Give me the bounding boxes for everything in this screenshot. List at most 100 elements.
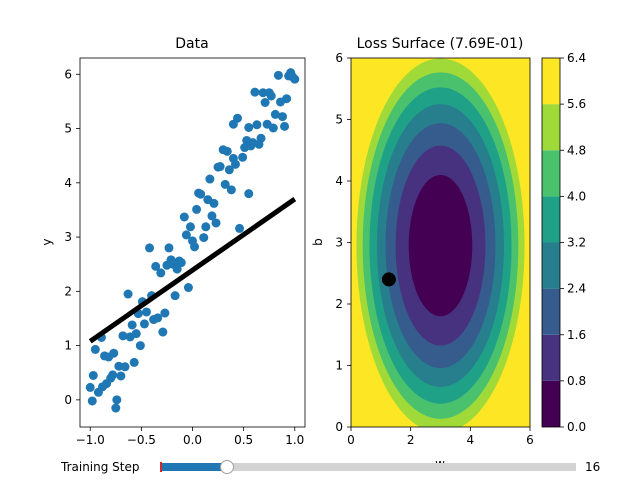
colorbar-band [542, 242, 560, 289]
slider-start-marker [160, 462, 162, 472]
data-chart-y-ticks: 0 1 2 3 4 5 6 [64, 67, 80, 407]
loss-surface-title: Loss Surface (7.69E-01) [357, 36, 524, 52]
data-point [158, 327, 168, 337]
data-point [220, 179, 230, 189]
data-point [90, 344, 100, 354]
data-points [85, 68, 300, 413]
colorbar-tick-label: 0.8 [567, 374, 586, 388]
y-tick-label: 1 [64, 339, 72, 353]
slider-handle[interactable] [219, 460, 234, 474]
y-tick-label: 0 [335, 420, 343, 434]
colorbar-tick-label: 4.8 [567, 143, 586, 157]
y-tick-label: 1 [335, 359, 343, 373]
x-tick-label: 4 [467, 433, 475, 447]
data-chart-x-ticks: −1.0 −0.5 0.0 0.5 1.0 [76, 427, 304, 447]
data-point [183, 283, 193, 293]
data-point [118, 331, 128, 341]
x-tick-label: 0.5 [234, 433, 253, 447]
data-point [290, 74, 300, 84]
data-point [129, 357, 139, 367]
data-point [88, 370, 98, 380]
colorbar-tick-label: 1.6 [567, 328, 586, 342]
data-point [170, 291, 180, 301]
data-point [233, 113, 242, 123]
colorbar-tick-label: 5.6 [567, 97, 586, 111]
data-point [120, 362, 130, 372]
colorbar-tick-label: 3.2 [567, 236, 586, 250]
regression-line [88, 197, 297, 344]
data-point [224, 165, 234, 175]
data-point [153, 313, 163, 323]
y-tick-label: 4 [64, 176, 72, 190]
data-point [278, 112, 287, 122]
colorbar-band [542, 196, 560, 243]
data-chart-title: Data [175, 36, 208, 52]
data-point [112, 395, 122, 405]
data-point [201, 222, 211, 232]
y-tick-label: 4 [335, 174, 343, 188]
data-point [282, 94, 292, 104]
data-point [192, 204, 202, 214]
colorbar-band [542, 288, 560, 335]
data-point [250, 87, 260, 97]
data-point [145, 243, 155, 253]
loss-surface-x-ticks: 0 2 4 6 [347, 427, 534, 447]
data-point [109, 348, 119, 358]
x-tick-label: 6 [526, 433, 534, 447]
data-point [270, 109, 280, 119]
x-tick-label: 0.0 [183, 433, 202, 447]
fit-line [88, 197, 297, 344]
data-point [205, 174, 215, 184]
data-point [222, 146, 232, 156]
data-point [266, 91, 276, 101]
colorbar-band [542, 58, 560, 105]
data-point [260, 97, 270, 107]
data-point [151, 261, 161, 271]
x-tick-label: 1.0 [285, 433, 304, 447]
y-tick-label: 5 [335, 113, 343, 127]
colorbar-tick-label: 4.0 [567, 189, 586, 203]
data-point [273, 70, 283, 80]
training-step-slider: Training Step 16 [0, 454, 640, 480]
y-tick-label: 5 [64, 122, 72, 136]
data-point [85, 382, 95, 392]
data-point [244, 189, 254, 199]
colorbar-band [542, 104, 560, 151]
data-chart-y-label: y [40, 238, 54, 245]
data-point [226, 185, 236, 195]
x-tick-label: −1.0 [76, 433, 105, 447]
data-point [209, 198, 219, 208]
y-tick-label: 0 [64, 393, 72, 407]
colorbar-band [542, 380, 560, 427]
data-point [235, 223, 245, 233]
data-point [215, 162, 225, 172]
data-point [123, 289, 133, 299]
data-point [141, 307, 151, 317]
data-point [280, 121, 290, 131]
slider-fill [160, 463, 227, 471]
x-tick-label: −0.5 [127, 433, 156, 447]
data-point [176, 258, 186, 268]
x-tick-label: 0 [347, 433, 355, 447]
slider-track[interactable] [160, 460, 576, 474]
colorbar-ticks: 0.0 0.8 1.6 2.4 3.2 4.0 4.8 5.6 6.4 [560, 51, 586, 434]
data-point [139, 319, 149, 329]
data-point [156, 268, 166, 278]
data-point [172, 264, 182, 274]
data-point [181, 230, 191, 240]
data-point [207, 211, 217, 221]
data-point [185, 222, 195, 232]
data-point [127, 320, 137, 330]
data-point [87, 396, 97, 406]
data-point [135, 341, 145, 351]
y-tick-label: 6 [64, 67, 72, 81]
data-point [164, 243, 174, 253]
slider-label: Training Step [61, 460, 140, 474]
data-point [244, 122, 254, 132]
loss-surface-y-ticks: 0 1 2 3 4 5 6 [335, 51, 351, 434]
y-tick-label: 2 [335, 297, 343, 311]
current-parameter-point [381, 272, 396, 287]
